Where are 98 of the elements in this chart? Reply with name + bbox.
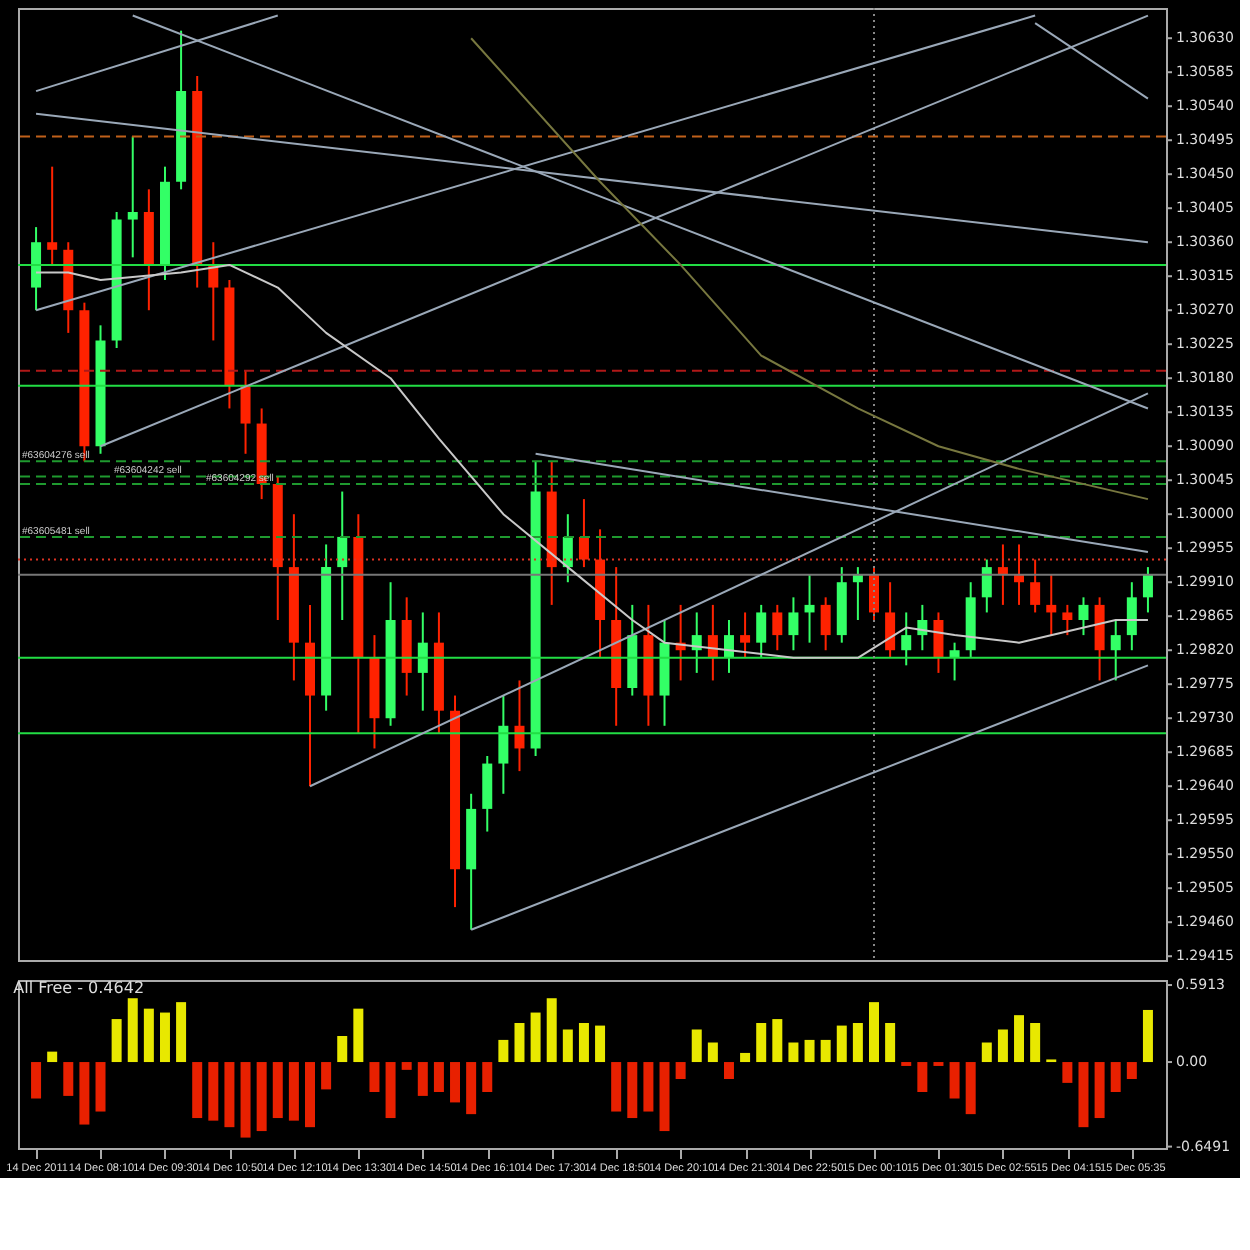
candlestick	[482, 755, 493, 833]
bar	[1030, 1022, 1041, 1063]
bar	[578, 1022, 589, 1063]
candlestick	[804, 573, 815, 644]
bar	[401, 1062, 412, 1070]
bar	[530, 1012, 541, 1063]
bar	[643, 1062, 654, 1112]
bar	[836, 1025, 847, 1063]
candlestick	[337, 490, 348, 621]
bar	[885, 1022, 896, 1063]
line-series	[470, 37, 1149, 501]
candlestick	[788, 596, 799, 652]
bar	[514, 1022, 525, 1063]
candlestick	[417, 611, 428, 712]
candlestick	[240, 369, 251, 455]
bar	[369, 1062, 380, 1092]
candlestick	[127, 135, 138, 259]
bar	[981, 1042, 992, 1063]
bar	[820, 1039, 831, 1063]
bar	[1142, 1009, 1153, 1063]
bar	[385, 1062, 396, 1119]
bar	[691, 1029, 702, 1063]
candlestick	[772, 603, 783, 652]
candlestick	[1126, 581, 1137, 652]
candlestick	[47, 165, 58, 266]
candlestick	[901, 611, 912, 667]
bar	[1078, 1062, 1089, 1128]
bar	[949, 1062, 960, 1099]
bar	[498, 1039, 509, 1063]
bar	[466, 1062, 477, 1115]
candlestick	[31, 226, 42, 312]
bar	[788, 1042, 799, 1063]
bar	[562, 1029, 573, 1063]
bar	[804, 1039, 815, 1063]
bar	[288, 1062, 299, 1121]
bar	[1014, 1015, 1025, 1063]
candlestick	[1030, 558, 1041, 614]
bar	[611, 1062, 622, 1112]
bar	[450, 1062, 461, 1103]
bar	[869, 1002, 879, 1063]
bar	[595, 1025, 606, 1063]
bar	[95, 1062, 106, 1112]
bar	[772, 1019, 783, 1063]
bar	[546, 998, 557, 1063]
candlestick	[981, 558, 992, 614]
bar	[723, 1062, 734, 1079]
bar	[659, 1062, 670, 1132]
candlestick	[498, 694, 509, 795]
candlestick	[740, 611, 751, 659]
bar	[79, 1062, 90, 1125]
bar	[417, 1062, 428, 1096]
bar	[756, 1022, 767, 1063]
candlestick	[1094, 596, 1105, 682]
bar	[208, 1062, 219, 1121]
bar	[176, 1002, 187, 1063]
bar	[997, 1029, 1008, 1063]
bar	[1110, 1062, 1121, 1092]
bar	[111, 1019, 122, 1063]
bar	[1126, 1062, 1137, 1079]
candlestick	[756, 603, 767, 659]
bar	[1094, 1062, 1105, 1119]
bar	[1062, 1062, 1073, 1083]
bar	[965, 1062, 976, 1115]
bar	[256, 1062, 267, 1132]
candlestick	[1046, 573, 1057, 637]
bar	[707, 1042, 718, 1063]
candlestick	[578, 498, 589, 569]
bar	[272, 1062, 283, 1119]
candlestick	[1142, 566, 1153, 614]
bar	[47, 1051, 58, 1063]
bar	[143, 1008, 154, 1063]
bar	[192, 1062, 203, 1119]
bar	[321, 1062, 332, 1090]
candlestick	[997, 543, 1008, 606]
bar	[433, 1062, 444, 1092]
bar	[159, 1012, 170, 1063]
bar	[240, 1062, 251, 1138]
bar	[917, 1062, 928, 1092]
candlestick	[1078, 596, 1089, 637]
bar	[852, 1022, 863, 1063]
bar	[482, 1062, 493, 1092]
candlestick	[949, 641, 960, 682]
bar	[127, 998, 138, 1063]
candlestick	[933, 611, 944, 674]
bar	[337, 1036, 348, 1063]
candlestick	[562, 513, 573, 584]
candlestick	[885, 581, 896, 659]
bar	[740, 1052, 751, 1063]
candlestick	[1062, 603, 1073, 637]
candlestick	[820, 596, 831, 652]
bar	[305, 1062, 315, 1128]
bar	[224, 1062, 235, 1128]
candlestick	[1110, 619, 1121, 682]
bar	[31, 1062, 42, 1099]
bar	[675, 1062, 686, 1079]
bar	[627, 1062, 638, 1119]
bar	[353, 1008, 364, 1063]
bar	[63, 1062, 74, 1096]
